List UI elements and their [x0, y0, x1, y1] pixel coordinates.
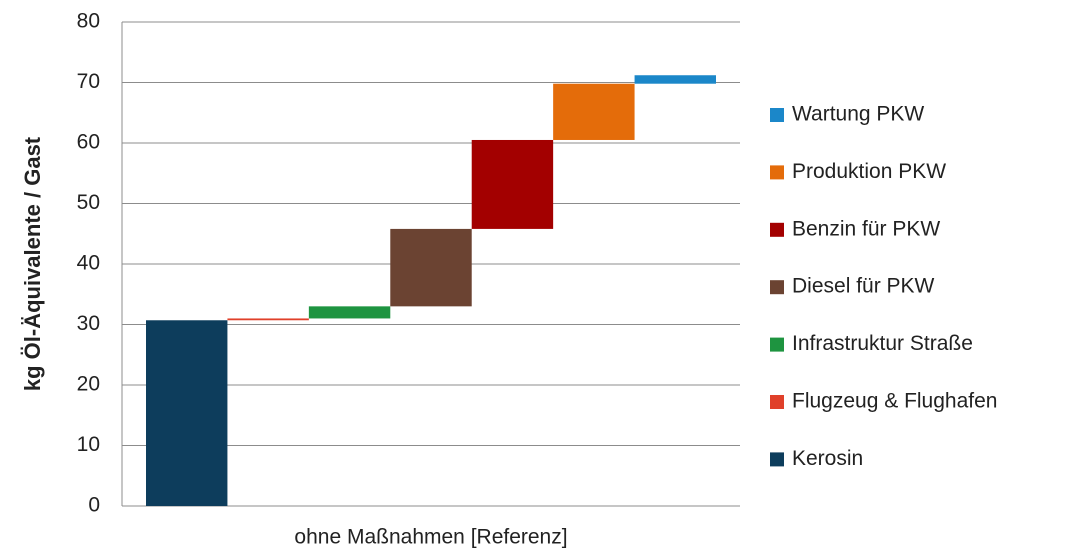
- legend-label: Produktion PKW: [792, 160, 946, 183]
- bar-segment: [471, 139, 554, 229]
- y-tick-label: 0: [88, 494, 100, 517]
- x-tick-label: ohne Maßnahmen [Referenz]: [294, 526, 567, 549]
- y-tick-label: 60: [77, 131, 100, 154]
- y-tick-label: 20: [77, 373, 100, 396]
- legend-swatch: [770, 395, 784, 409]
- bar-segment: [308, 306, 391, 319]
- y-tick-label: 30: [77, 312, 100, 335]
- y-tick-label: 10: [77, 433, 100, 456]
- legend-label: Infrastruktur Straße: [792, 332, 973, 355]
- bar-segment: [146, 320, 228, 506]
- legend-swatch: [770, 165, 784, 180]
- legend-label: Flugzeug & Flughafen: [792, 390, 997, 413]
- legend-swatch: [770, 337, 784, 352]
- legend-swatch: [770, 280, 784, 295]
- y-tick-label: 70: [77, 70, 100, 93]
- y-tick-label: 80: [77, 10, 100, 33]
- y-tick-label: 50: [77, 191, 100, 214]
- legend-swatch: [770, 222, 784, 237]
- bar-segment: [390, 228, 472, 307]
- legend-label: Wartung PKW: [792, 103, 924, 126]
- y-axis-label: kg Öl-Äquivalente / Gast: [20, 136, 45, 391]
- legend-swatch: [770, 452, 784, 467]
- legend-label: Kerosin: [792, 447, 863, 470]
- bar-segment: [553, 83, 635, 140]
- legend-label: Benzin für PKW: [792, 217, 940, 240]
- legend-swatch: [770, 108, 784, 122]
- y-tick-label: 40: [77, 252, 100, 275]
- legend-label: Diesel für PKW: [792, 275, 935, 298]
- bar-segment: [227, 318, 309, 321]
- bar-segment: [634, 75, 716, 84]
